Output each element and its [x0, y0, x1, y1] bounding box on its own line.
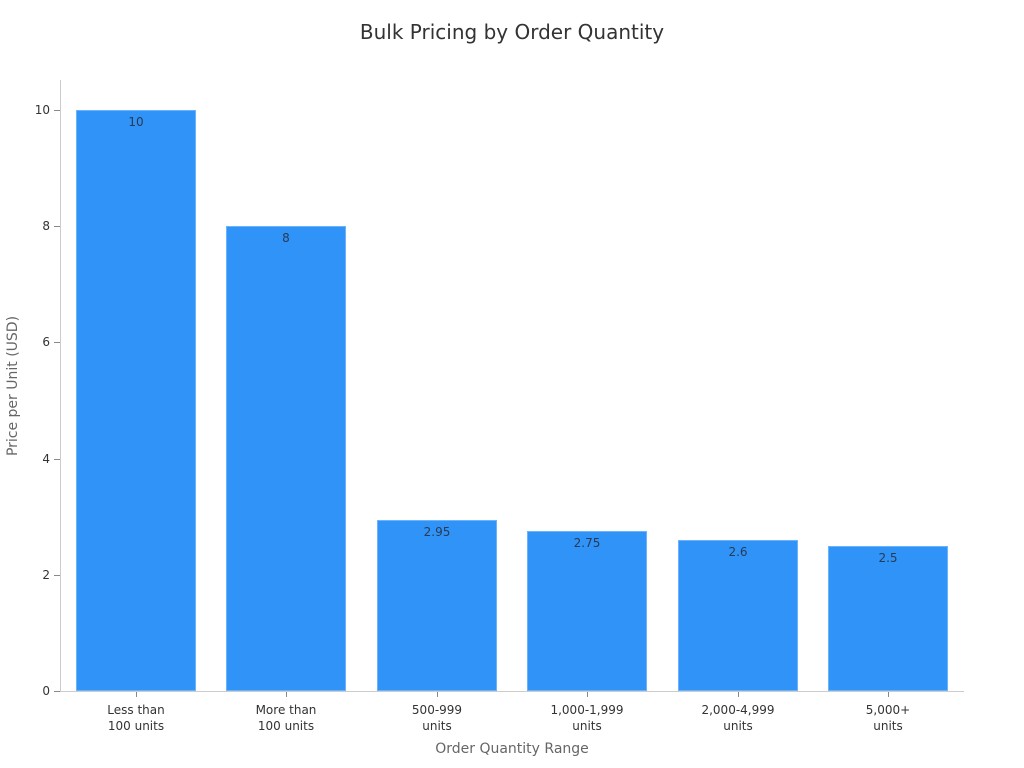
x-tick: 500-999 units	[362, 692, 512, 734]
x-tick-label: 2,000-4,999 units	[701, 703, 775, 733]
y-tick: 4	[0, 452, 60, 466]
y-tick: 8	[0, 219, 60, 233]
x-tick: 1,000-1,999 units	[512, 692, 662, 734]
x-tick-label: 500-999 units	[411, 703, 463, 733]
x-axis-label: Order Quantity Range	[435, 741, 589, 757]
x-tick-label: Less than 100 units	[107, 703, 165, 733]
bar-value-label: 2.95	[423, 525, 451, 539]
bar-value-label: 2.75	[573, 536, 601, 550]
x-axis-line	[60, 691, 964, 692]
y-tick: 6	[0, 335, 60, 349]
bar[interactable]: 2.5	[828, 546, 948, 691]
x-tick-label: 5,000+ units	[865, 703, 911, 733]
bar-value-label: 2.5	[878, 551, 898, 565]
bar-value-label: 8	[282, 231, 290, 245]
x-tick: 5,000+ units	[813, 692, 963, 734]
y-axis-line	[60, 80, 61, 692]
bar-value-label: 10	[128, 115, 144, 129]
y-tick: 0	[0, 684, 60, 698]
bar[interactable]: 8	[226, 226, 346, 691]
x-tick-label: 1,000-1,999 units	[550, 703, 624, 733]
bar[interactable]: 2.95	[377, 520, 497, 691]
y-tick: 2	[0, 568, 60, 582]
chart-title: Bulk Pricing by Order Quantity	[359, 20, 665, 44]
x-tick: 2,000-4,999 units	[663, 692, 813, 734]
bar[interactable]: 2.6	[678, 540, 798, 691]
bar-value-label: 2.6	[728, 545, 748, 559]
bar[interactable]: 2.75	[527, 531, 647, 691]
x-tick: More than 100 units	[211, 692, 361, 734]
y-axis-label: Price per Unit (USD)	[5, 315, 21, 457]
bar[interactable]: 10	[76, 110, 196, 691]
x-tick: Less than 100 units	[61, 692, 211, 734]
x-tick-label: More than 100 units	[255, 703, 317, 733]
y-tick: 10	[0, 103, 60, 117]
